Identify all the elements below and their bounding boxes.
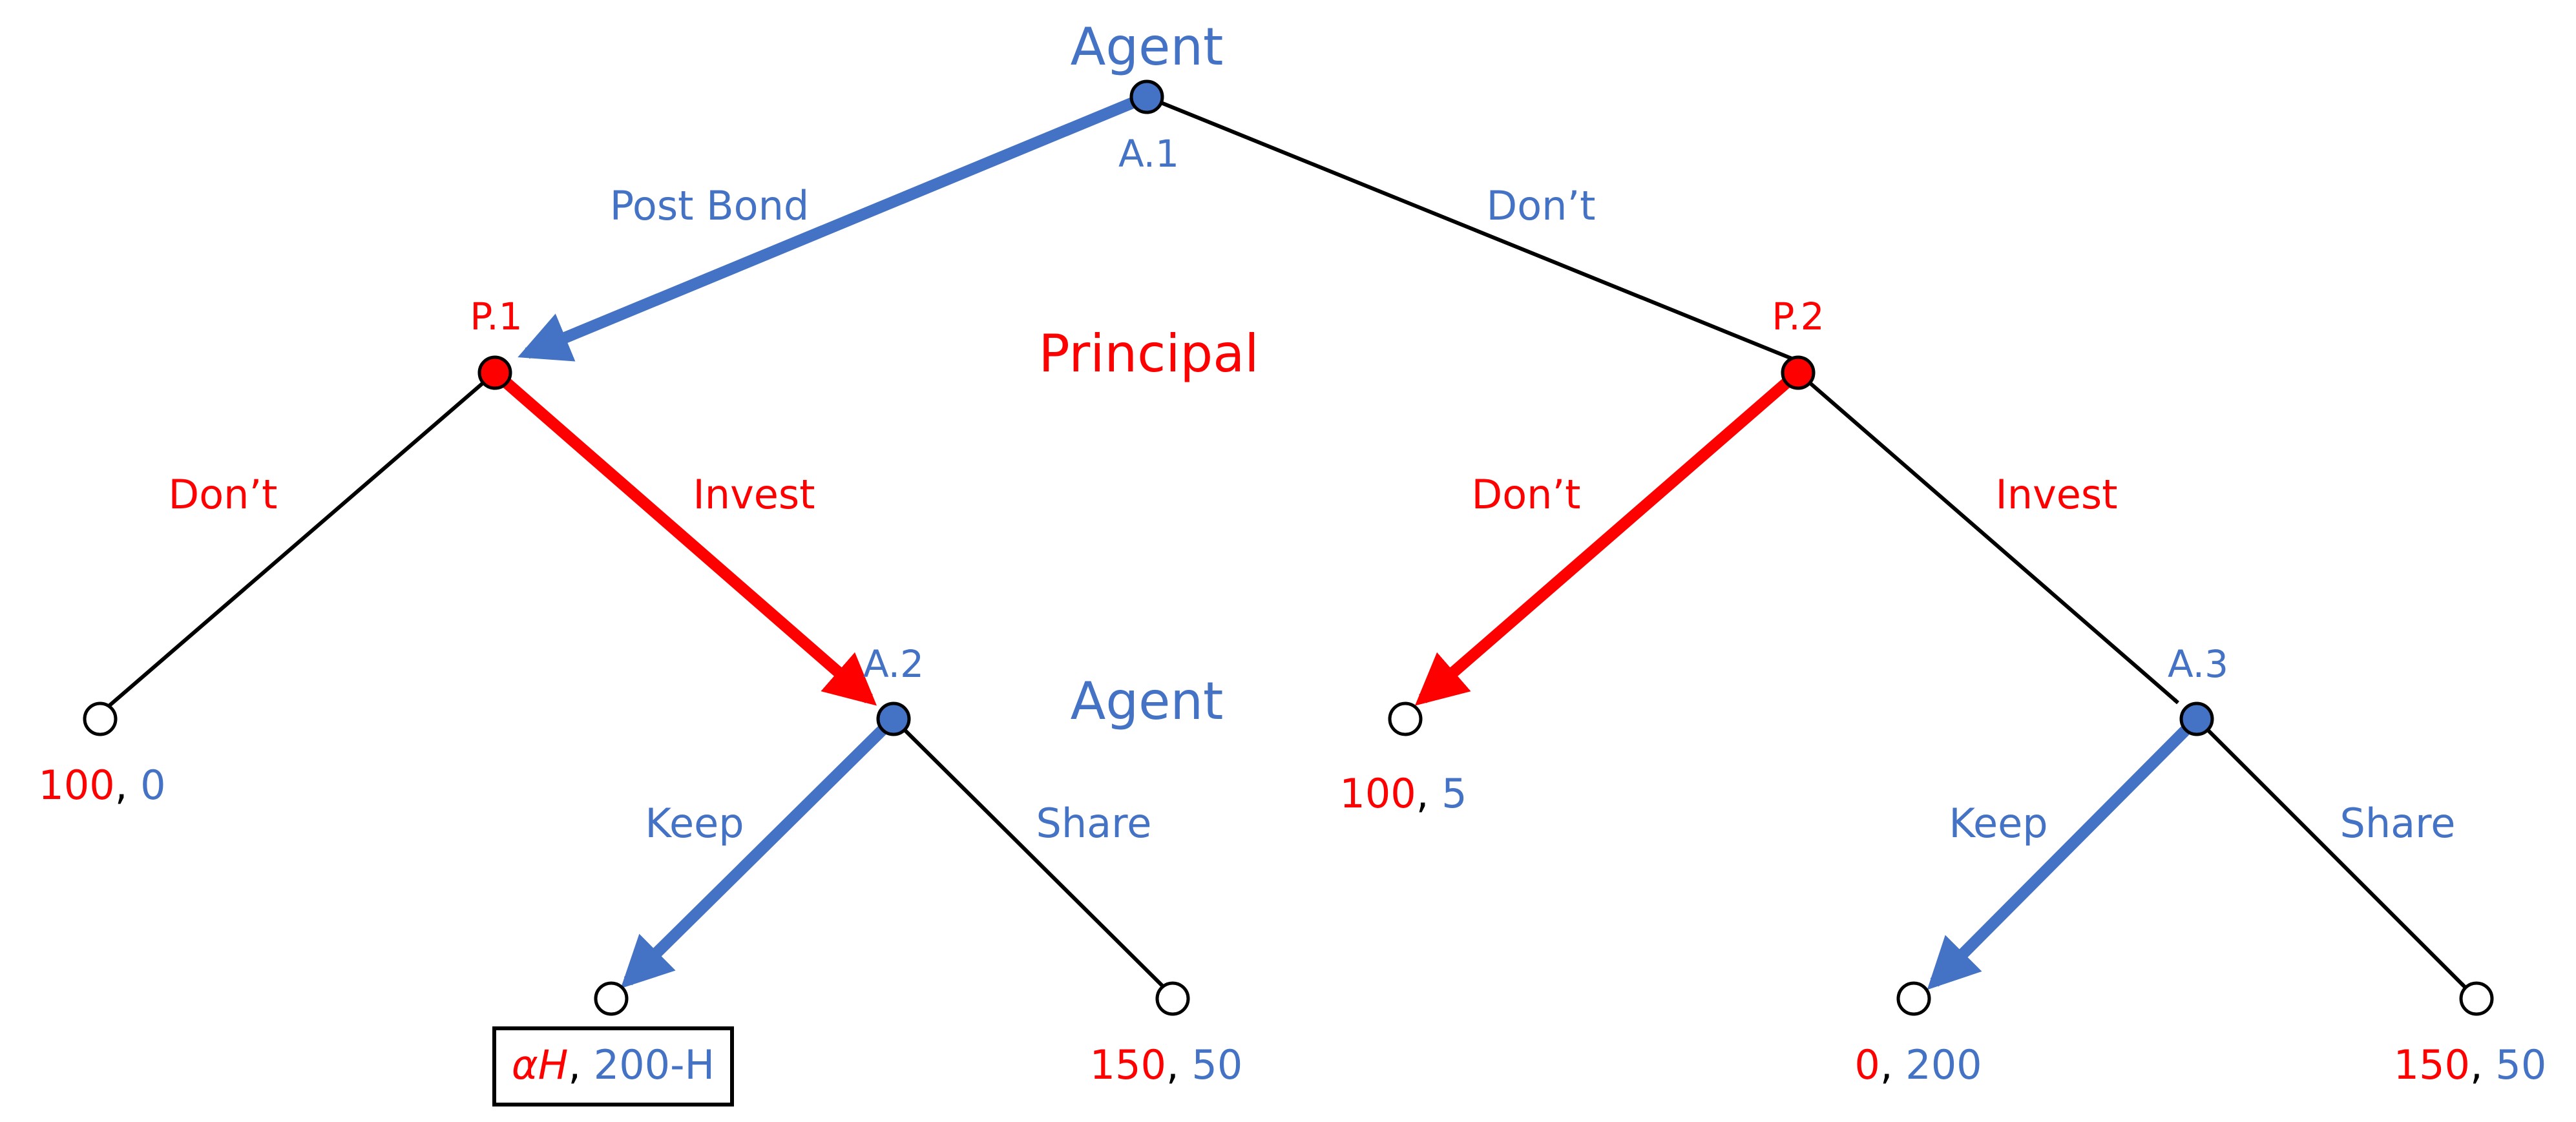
payoff-principal: 150 (1090, 1041, 1166, 1088)
payoff-principal: αH (512, 1041, 569, 1088)
node-label-p1: P.1 (470, 295, 522, 338)
payoff-principal: 0 (1854, 1041, 1880, 1088)
terminal-node-5 (1896, 981, 1931, 1016)
node-label-p2: P.2 (1772, 295, 1824, 338)
payoff-agent: 50 (1191, 1041, 1242, 1088)
edge-p1-dont (105, 371, 496, 710)
edge-a3-share (2195, 717, 2467, 989)
payoff-terminal-4: 100, 5 (1339, 770, 1467, 817)
node-a3 (2179, 701, 2214, 736)
edge-p2-dont (1414, 368, 1802, 706)
node-p2 (1781, 355, 1816, 390)
payoff-agent: 50 (2495, 1041, 2546, 1088)
action-label-a2-keep: Keep (645, 800, 744, 847)
edge-p1-invest (491, 368, 877, 706)
payoff-terminal-6: 150, 50 (2394, 1041, 2547, 1088)
payoff-agent: 200 (1905, 1041, 1982, 1088)
action-label-p1-dont: Don’t (169, 471, 278, 518)
action-label-p2-invest: Invest (1995, 471, 2117, 518)
edge-a3-keep (1927, 714, 2201, 990)
edge-a1-post-bond (518, 91, 1149, 362)
action-label-post-bond: Post Bond (610, 182, 810, 229)
payoff-agent: 0 (140, 762, 165, 809)
action-label-a3-keep: Keep (1949, 800, 2047, 847)
terminal-node-2 (594, 981, 629, 1016)
node-p1 (477, 355, 512, 390)
node-label-a3: A.3 (2168, 642, 2228, 686)
player-label-agent-top: Agent (1071, 17, 1224, 77)
action-label-p2-dont: Don’t (1472, 471, 1581, 518)
payoff-agent: 5 (1441, 770, 1467, 817)
action-label-a3-share: Share (2340, 800, 2456, 847)
payoff-separator: , (115, 762, 140, 809)
node-label-a1: A.1 (1118, 132, 1179, 176)
payoff-separator: , (1416, 770, 1441, 817)
edge-p2-invest (1797, 371, 2179, 705)
payoff-principal: 100 (38, 762, 114, 809)
edge-a2-share (892, 717, 1168, 992)
payoff-terminal-3: 150, 50 (1090, 1041, 1243, 1088)
player-label-principal: Principal (1039, 324, 1259, 384)
node-a1 (1129, 79, 1164, 114)
terminal-node-6 (2459, 981, 2494, 1016)
action-label-a2-share: Share (1036, 800, 1152, 847)
action-label-p1-invest: Invest (693, 471, 815, 518)
payoff-agent: 200-H (594, 1041, 715, 1088)
node-a2 (876, 701, 911, 736)
terminal-node-4 (1388, 701, 1423, 736)
payoff-separator: , (2470, 1041, 2495, 1088)
payoff-separator: , (1880, 1041, 1905, 1088)
payoff-terminal-5: 0, 200 (1854, 1041, 1982, 1088)
payoff-terminal-2: αH, 200-H (512, 1041, 715, 1088)
payoff-separator: , (1166, 1041, 1191, 1088)
edge-a2-keep (620, 714, 898, 989)
terminal-node-1 (83, 701, 118, 736)
player-label-agent-mid: Agent (1071, 671, 1224, 731)
node-label-a2: A.2 (863, 642, 924, 686)
payoff-principal: 100 (1339, 770, 1416, 817)
action-label-dont-top: Don’t (1487, 182, 1596, 229)
payoff-principal: 150 (2394, 1041, 2470, 1088)
terminal-node-3 (1155, 981, 1190, 1016)
payoff-terminal-1: 100, 0 (38, 762, 165, 809)
highlighted-payoff-box (492, 1026, 734, 1106)
payoff-separator: , (568, 1041, 593, 1088)
edge-a1-dont (1146, 95, 1796, 362)
